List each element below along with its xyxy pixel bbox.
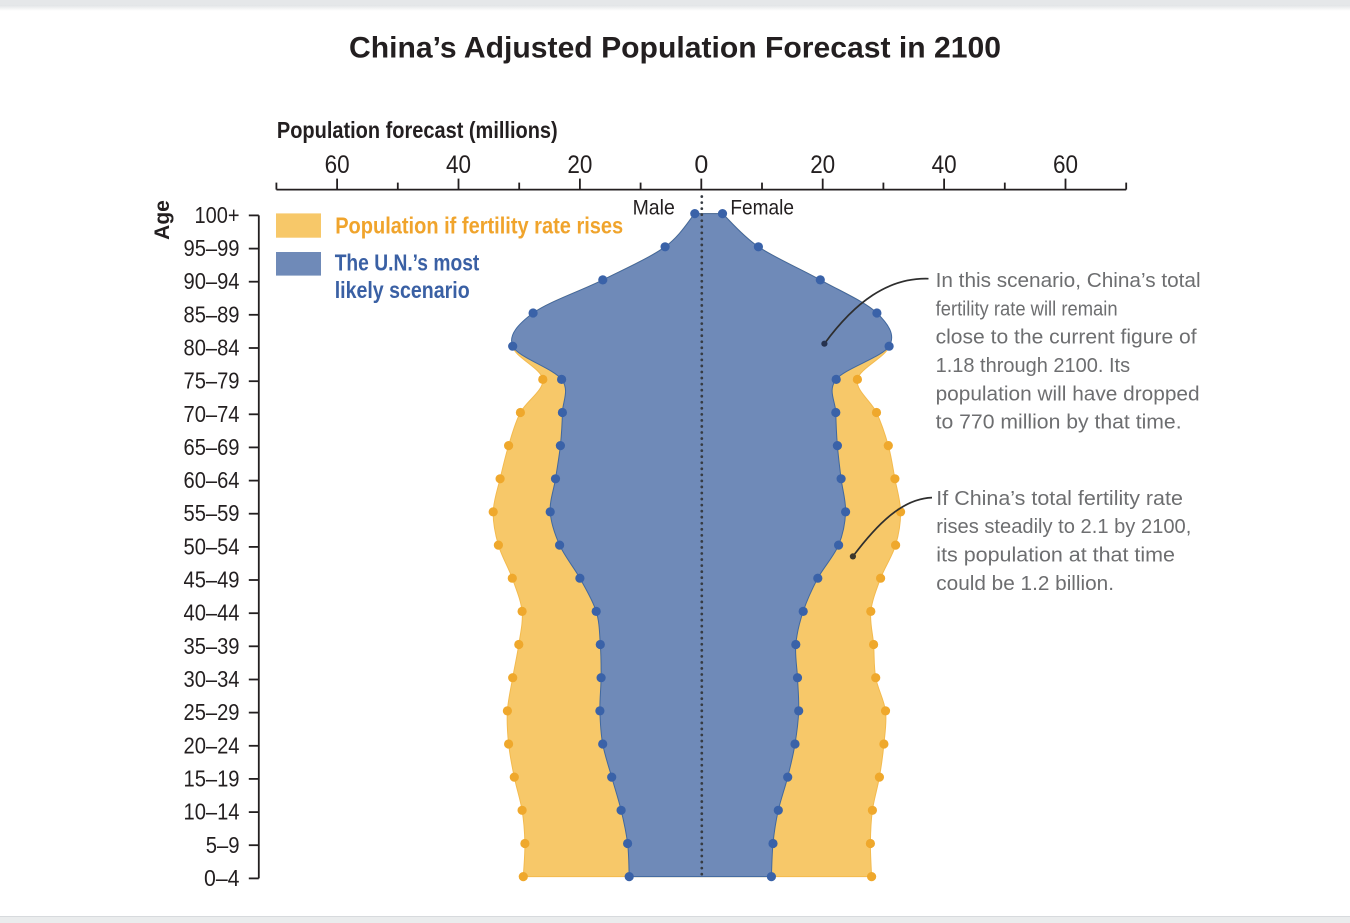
svg-text:75–79: 75–79 <box>184 368 240 394</box>
svg-text:0: 0 <box>694 151 708 179</box>
svg-text:If China’s total fertility rat: If China’s total fertility rate <box>936 488 1183 510</box>
svg-text:35–39: 35–39 <box>184 633 240 659</box>
svg-text:20: 20 <box>567 151 592 179</box>
svg-text:65–69: 65–69 <box>184 434 240 460</box>
svg-text:70–74: 70–74 <box>184 401 240 427</box>
svg-text:likely scenario: likely scenario <box>335 277 470 303</box>
svg-text:80–84: 80–84 <box>184 335 240 361</box>
svg-text:The U.N.’s most: The U.N.’s most <box>335 250 480 276</box>
svg-text:Population forecast (millions): Population forecast (millions) <box>277 117 558 143</box>
svg-text:Age: Age <box>151 200 174 240</box>
svg-text:60–64: 60–64 <box>184 467 240 493</box>
svg-text:Female: Female <box>730 196 794 220</box>
svg-text:to 770 million by that time.: to 770 million by that time. <box>936 412 1182 434</box>
svg-text:fertility rate will remain: fertility rate will remain <box>936 298 1118 320</box>
svg-text:95–99: 95–99 <box>184 235 240 261</box>
svg-text:rises steadily to 2.1 by 2100,: rises steadily to 2.1 by 2100, <box>936 516 1191 538</box>
svg-text:15–19: 15–19 <box>184 765 240 791</box>
svg-text:60: 60 <box>325 151 350 179</box>
svg-text:40–44: 40–44 <box>184 600 240 626</box>
svg-text:85–89: 85–89 <box>184 301 240 327</box>
svg-text:In this scenario, China’s tota: In this scenario, China’s total <box>936 270 1201 292</box>
svg-text:55–59: 55–59 <box>184 500 240 526</box>
svg-text:40: 40 <box>932 151 957 179</box>
svg-text:Population if fertility rate r: Population if fertility rate rises <box>335 213 623 239</box>
svg-text:1.18 through 2100. Its: 1.18 through 2100. Its <box>936 355 1131 377</box>
svg-text:close to the current figure of: close to the current figure of <box>936 327 1197 349</box>
svg-text:China’s Adjusted Population Fo: China’s Adjusted Population Forecast in … <box>349 32 1001 65</box>
svg-text:20–24: 20–24 <box>184 732 240 758</box>
svg-text:could be 1.2 billion.: could be 1.2 billion. <box>936 573 1114 595</box>
svg-text:100+: 100+ <box>195 202 240 228</box>
svg-text:25–29: 25–29 <box>184 699 240 725</box>
svg-text:0–4: 0–4 <box>204 865 240 891</box>
svg-text:5–9: 5–9 <box>206 832 240 858</box>
svg-text:population will have dropped: population will have dropped <box>936 383 1200 405</box>
svg-text:90–94: 90–94 <box>184 268 240 294</box>
svg-text:50–54: 50–54 <box>184 533 240 559</box>
svg-text:30–34: 30–34 <box>184 666 240 692</box>
svg-text:60: 60 <box>1053 151 1078 179</box>
svg-text:45–49: 45–49 <box>184 567 240 593</box>
svg-text:Male: Male <box>633 196 675 220</box>
svg-text:40: 40 <box>446 151 471 179</box>
svg-text:its population at that time: its population at that time <box>936 545 1175 567</box>
svg-text:20: 20 <box>810 151 835 179</box>
svg-text:10–14: 10–14 <box>184 799 240 825</box>
